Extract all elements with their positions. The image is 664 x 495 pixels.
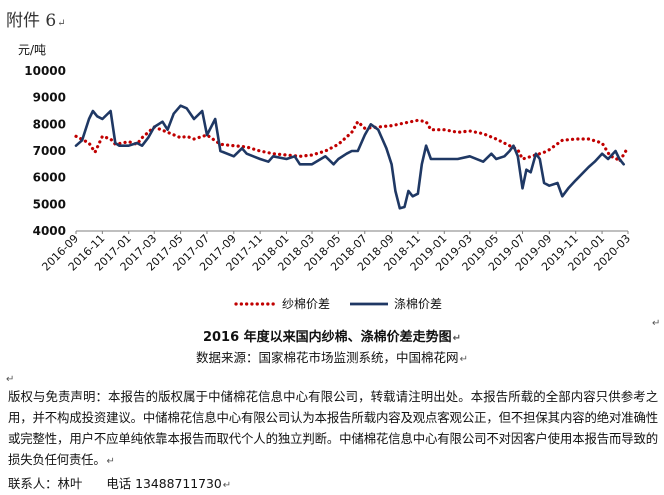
series-yarn-spread-line (74, 118, 628, 164)
y-tick-label: 4000 (33, 224, 66, 238)
disclaimer-text: 版权与免责声明：本报告的版权属于中储棉花信息中心有限公司，转载请注明出处。本报告… (8, 389, 658, 467)
y-tick-label: 8000 (33, 117, 66, 131)
legend-yarn-label: 纱棉价差 (282, 297, 330, 311)
phone-label: 电话 (106, 476, 132, 491)
phone-number[interactable]: 13488711730 (135, 476, 222, 491)
attachment-label: 附件 6↵ (6, 11, 66, 31)
y-tick-label: 6000 (33, 171, 66, 185)
paragraph-mark: ↵ (652, 318, 661, 329)
contact-line: 联系人：林叶 电话 13488711730↵ (8, 476, 232, 491)
y-tick-label: 10000 (24, 64, 66, 78)
y-tick-label: 5000 (33, 197, 66, 211)
legend-poly-label: 涤棉价差 (394, 297, 442, 311)
chart-caption: 2016 年度以来国内纱棉、涤棉价差走势图↵ (202, 330, 462, 345)
y-tick-label: 7000 (33, 144, 66, 158)
contact-name: 联系人：林叶 (8, 476, 83, 491)
data-source: 数据来源：国家棉花市场监测系统，中国棉花网↵ (196, 350, 468, 365)
series-poly-spread-line (74, 104, 626, 210)
y-tick-label: 9000 (33, 91, 66, 105)
y-axis-label: 元/吨 (18, 43, 46, 57)
paragraph-mark: ↵ (6, 374, 15, 385)
